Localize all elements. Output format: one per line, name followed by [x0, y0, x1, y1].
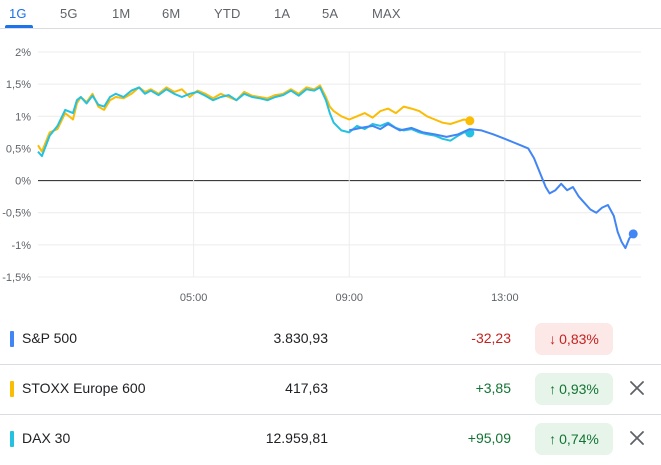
- x-tick-label: 09:00: [335, 292, 363, 304]
- percent-change-badge: ↓ 0,83%: [535, 323, 613, 355]
- quote-name: STOXX Europe 600: [22, 380, 146, 396]
- y-axis-labels: 2% 1,5% 1% 0,5% 0% -0,5% -1% -1,5%: [2, 47, 31, 284]
- percent-change: 0,93%: [559, 381, 599, 397]
- x-tick-label: 13:00: [491, 292, 519, 304]
- series-line-dax: [37, 86, 470, 158]
- tab-1g[interactable]: 1G: [9, 6, 27, 21]
- series-color-swatch: [10, 431, 14, 447]
- range-tabs: 1G 5G 1M 6M YTD 1A 5A MAX: [0, 0, 661, 30]
- quote-row-stoxx[interactable]: STOXX Europe 600 417,63 +3,85 ↑ 0,93%: [0, 365, 661, 415]
- quote-row-dax[interactable]: DAX 30 12.959,81 +95,09 ↑ 0,74%: [0, 415, 661, 464]
- tab-5a[interactable]: 5A: [322, 6, 339, 21]
- arrow-up-icon: ↑: [549, 381, 557, 397]
- remove-comparison-button[interactable]: [626, 427, 648, 449]
- arrow-down-icon: ↓: [549, 331, 557, 347]
- quote-value: 417,63: [285, 380, 328, 396]
- quote-value: 3.830,93: [273, 330, 329, 346]
- series-color-swatch: [10, 381, 14, 397]
- quote-change: +95,09: [467, 430, 511, 446]
- series-end-marker-stoxx: [465, 116, 475, 126]
- quote-list: S&P 500 3.830,93 -32,23 ↓ 0,83% STOXX Eu…: [0, 315, 661, 464]
- y-tick-label: 2%: [15, 47, 31, 59]
- percent-change-badge: ↑ 0,93%: [535, 373, 613, 405]
- tab-5g[interactable]: 5G: [60, 6, 78, 21]
- line-chart: 2% 1,5% 1% 0,5% 0% -0,5% -1% -1,5% 05:00 09:00 13…: [2, 47, 641, 304]
- y-tick-label: 1%: [15, 111, 31, 123]
- close-icon: [630, 431, 644, 445]
- y-tick-label: -1,5%: [2, 272, 31, 284]
- tabs-divider: [0, 28, 661, 29]
- y-tick-label: 1,5%: [6, 79, 31, 91]
- quote-change: +3,85: [475, 380, 511, 396]
- tab-1m[interactable]: 1M: [112, 6, 131, 21]
- series-color-swatch: [10, 331, 14, 347]
- y-tick-label: 0,5%: [6, 143, 31, 155]
- y-tick-label: -0,5%: [2, 208, 31, 220]
- quote-name: DAX 30: [22, 430, 71, 446]
- quote-name: S&P 500: [22, 330, 78, 346]
- tab-6m[interactable]: 6M: [162, 6, 181, 21]
- series-line-stoxx: [37, 84, 471, 153]
- percent-change-badge: ↑ 0,74%: [535, 423, 613, 455]
- remove-comparison-button[interactable]: [626, 377, 648, 399]
- chart-series: [37, 84, 638, 250]
- close-icon: [630, 381, 644, 395]
- y-tick-label: -1%: [11, 240, 31, 252]
- tab-ytd[interactable]: YTD: [214, 6, 241, 21]
- arrow-up-icon: ↑: [549, 431, 557, 447]
- quote-value: 12.959,81: [265, 430, 328, 446]
- percent-change: 0,83%: [559, 331, 599, 347]
- series-line-sp500: [348, 123, 634, 250]
- y-tick-label: 0%: [15, 176, 31, 188]
- x-tick-label: 05:00: [180, 292, 208, 304]
- x-axis-labels: 05:00 09:00 13:00: [180, 292, 519, 304]
- active-tab-indicator: [5, 25, 33, 28]
- quote-change: -32,23: [471, 330, 511, 346]
- percent-change: 0,74%: [559, 431, 599, 447]
- tab-max[interactable]: MAX: [372, 6, 401, 21]
- quote-row-sp500[interactable]: S&P 500 3.830,93 -32,23 ↓ 0,83%: [0, 315, 661, 365]
- series-end-marker-sp500: [628, 229, 638, 239]
- tab-1a[interactable]: 1A: [274, 6, 291, 21]
- chart-grid: [38, 51, 641, 278]
